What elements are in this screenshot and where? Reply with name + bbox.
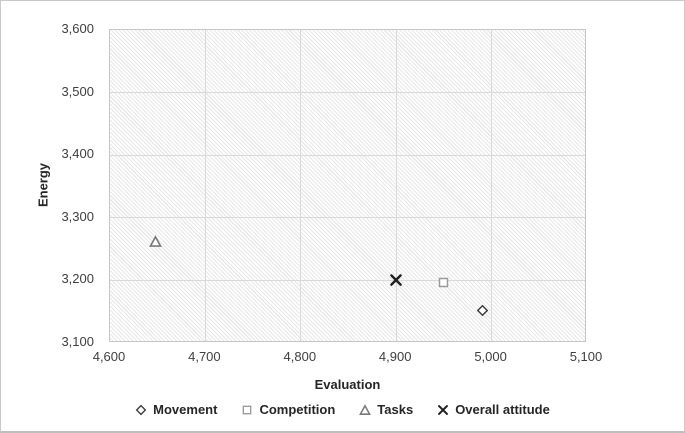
legend-item-movement: Movement	[135, 402, 217, 418]
y-tick-label: 3,600	[61, 21, 94, 36]
y-tick-label: 3,300	[61, 208, 94, 224]
data-point-overall-attitude	[390, 274, 402, 287]
legend-label: Tasks	[377, 402, 414, 417]
x-axis-title: Evaluation	[314, 377, 381, 392]
y-tick-label: 3,200	[61, 271, 94, 287]
x-tick-label: 5,000	[474, 349, 507, 364]
marker-diamond-icon	[135, 404, 147, 416]
data-point-movement	[476, 304, 488, 317]
y-axis-title: Energy	[35, 162, 51, 208]
horizontal-gridline	[110, 279, 585, 281]
x-tick-label: 5,100	[569, 349, 603, 364]
legend-label: Competition	[259, 402, 336, 417]
y-tick-label: 3,500	[61, 83, 94, 99]
data-point-competition	[439, 278, 449, 288]
legend-item-tasks: Tasks	[359, 402, 413, 418]
x-tick-label: 4,700	[188, 349, 221, 364]
x-tick-label: 4,600	[92, 349, 126, 364]
marker-x-icon	[438, 405, 449, 415]
legend-item-competition: Competition	[241, 402, 335, 418]
legend-item-overall-attitude: Overall attitude	[437, 402, 550, 418]
marker-triangle-icon	[359, 404, 372, 415]
legend-label: Movement	[153, 402, 218, 417]
horizontal-gridline	[110, 92, 585, 94]
horizontal-gridline	[110, 217, 585, 219]
x-tick-label: 4,900	[378, 349, 412, 364]
marker-square-icon	[243, 405, 252, 415]
vertical-gridline	[491, 30, 493, 341]
vertical-gridline	[300, 30, 302, 341]
data-point-tasks	[149, 235, 163, 247]
y-tick-label: 3,400	[61, 146, 94, 162]
vertical-gridline	[204, 30, 206, 341]
y-tick-label: 3,100	[61, 334, 94, 349]
horizontal-gridline	[110, 154, 585, 156]
plot-area	[109, 29, 586, 342]
legend: Movement Competition Tasks Overall attitude	[1, 399, 684, 421]
vertical-gridline	[395, 30, 397, 341]
x-tick-label: 4,800	[283, 349, 317, 364]
legend-label: Overall attitude	[455, 402, 550, 417]
